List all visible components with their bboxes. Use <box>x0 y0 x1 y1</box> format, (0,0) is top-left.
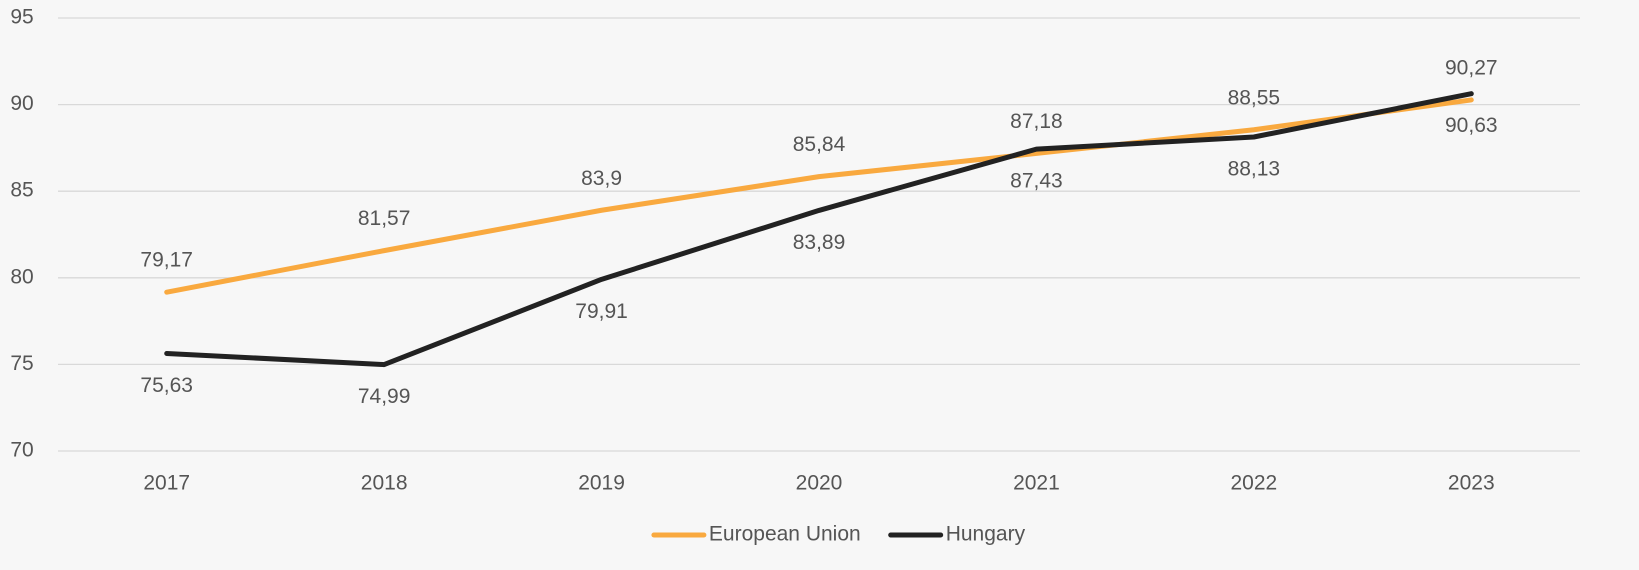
y-tick-label: 85 <box>10 179 33 202</box>
data-label: 87,43 <box>1010 170 1063 193</box>
data-label: 83,9 <box>581 167 622 190</box>
legend-label: Hungary <box>946 523 1026 546</box>
data-label: 74,99 <box>358 385 411 408</box>
x-tick-label: 2021 <box>1013 472 1060 495</box>
x-tick-label: 2019 <box>578 472 625 495</box>
y-tick-label: 80 <box>10 265 33 288</box>
legend-label: European Union <box>709 523 861 546</box>
y-tick-label: 75 <box>10 352 33 375</box>
data-label: 81,57 <box>358 207 411 230</box>
data-label: 90,27 <box>1445 56 1498 79</box>
data-label: 88,13 <box>1228 158 1281 181</box>
data-label: 87,18 <box>1010 110 1063 133</box>
data-label: 90,63 <box>1445 114 1498 137</box>
series-line <box>164 91 1474 368</box>
data-label: 75,63 <box>140 374 193 397</box>
y-tick-label: 95 <box>10 6 33 29</box>
series-line <box>164 97 1474 295</box>
data-label: 79,17 <box>140 249 193 272</box>
data-label: 88,55 <box>1228 86 1281 109</box>
x-tick-label: 2017 <box>143 472 190 495</box>
x-tick-label: 2018 <box>361 472 408 495</box>
data-label: 79,91 <box>575 300 628 323</box>
x-tick-label: 2022 <box>1230 472 1277 495</box>
y-tick-label: 90 <box>10 92 33 115</box>
x-tick-label: 2020 <box>796 472 843 495</box>
x-tick-label: 2023 <box>1448 472 1495 495</box>
y-tick-label: 70 <box>10 439 33 462</box>
data-label: 85,84 <box>793 133 846 156</box>
data-label: 83,89 <box>793 231 846 254</box>
